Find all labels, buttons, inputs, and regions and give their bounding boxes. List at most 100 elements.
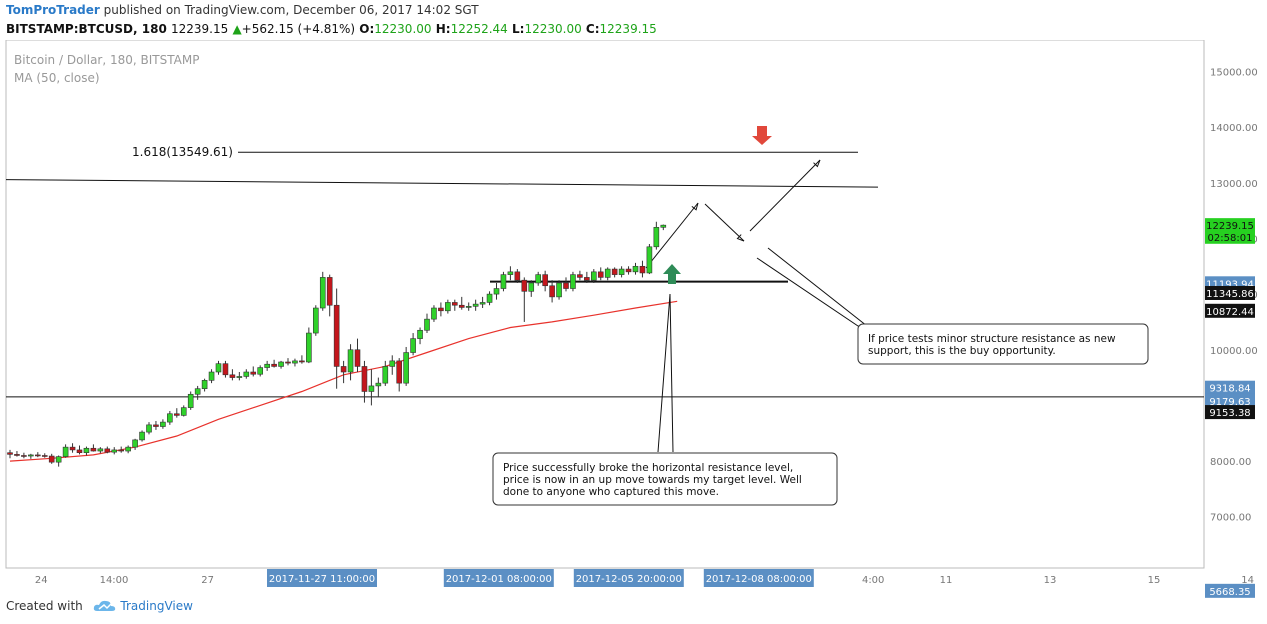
candle-body — [97, 448, 104, 452]
candle — [597, 267, 604, 281]
candle — [146, 422, 152, 435]
candle — [21, 452, 27, 459]
candle-body — [48, 455, 55, 463]
candle — [306, 327, 312, 364]
candle-body — [486, 293, 493, 303]
x-tick-label: 14:00 — [100, 575, 129, 586]
candle-body — [590, 271, 597, 281]
up-arrow-icon: ▲ — [232, 22, 242, 36]
price-chart[interactable]: Bitcoin / Dollar, 180, BITSTAMP MA (50, … — [0, 40, 1267, 600]
x-tick-label: 14 — [1241, 575, 1254, 586]
candle — [493, 282, 500, 300]
candle — [278, 360, 284, 369]
candle — [69, 443, 76, 453]
candle — [83, 446, 90, 456]
price-tag: 9179.63 — [1205, 393, 1255, 408]
annotation-buy-text: support, this is the buy opportunity. — [868, 345, 1056, 357]
high-value: 12252.44 — [450, 22, 508, 36]
candle — [111, 447, 118, 455]
author-link[interactable]: TomProTrader — [6, 3, 100, 17]
candle — [431, 305, 437, 322]
candle-body — [167, 413, 173, 423]
candle-body — [104, 448, 111, 453]
annotation-buy-box — [857, 323, 1149, 365]
candle — [660, 224, 667, 231]
candle — [319, 271, 326, 311]
x-highlight-bg — [703, 569, 814, 587]
candle-body — [375, 382, 382, 387]
projection-arrow-up-head — [691, 202, 699, 211]
legend-title: Bitcoin / Dollar, 180, BITSTAMP — [14, 53, 199, 67]
candle — [48, 453, 55, 464]
candle — [382, 360, 389, 386]
annotation-break-box — [492, 452, 838, 506]
candle — [180, 405, 187, 417]
candle — [14, 451, 20, 457]
annotation-break-text: Price successfully broke the horizontal … — [503, 462, 793, 474]
candle-body — [243, 371, 250, 377]
x-tick-label: 11 — [940, 575, 953, 586]
candle-body — [584, 277, 590, 281]
candle-body — [326, 277, 333, 306]
x-highlight-label: 2017-11-27 11:00:00 — [269, 574, 375, 585]
candle — [257, 365, 264, 377]
candle — [215, 360, 222, 375]
price-tag-label: 10872.44 — [1206, 307, 1254, 318]
candle-body — [139, 431, 145, 441]
candle-body — [542, 274, 548, 287]
candle-body — [125, 446, 131, 452]
tradingview-link[interactable]: TradingView — [120, 599, 193, 613]
candle — [653, 221, 660, 250]
callout-pointer-break — [657, 293, 674, 453]
candle-body — [479, 302, 486, 305]
candle — [458, 296, 465, 310]
price-tag: 02:58:01 — [1205, 229, 1255, 244]
candle — [396, 358, 403, 392]
candle — [389, 355, 396, 375]
candle — [646, 244, 653, 275]
candle-body — [361, 366, 368, 392]
x-tick-label: 15 — [1148, 575, 1161, 586]
y-tick-label: 14000.00 — [1210, 123, 1258, 134]
candle-body — [14, 454, 20, 456]
candle — [618, 266, 625, 278]
price-tag-label: 02:58:01 — [1208, 233, 1253, 244]
candle — [34, 452, 41, 458]
annotation-buy-text: If price tests minor structure resistanc… — [868, 333, 1116, 345]
candle-body — [514, 271, 521, 281]
candle-body — [118, 449, 124, 452]
candle-body — [28, 454, 34, 457]
candle-body — [424, 318, 430, 331]
low-value: 12230.00 — [524, 22, 582, 36]
open-value: 12230.00 — [374, 22, 432, 36]
x-highlight-label: 2017-12-05 20:00:00 — [576, 574, 682, 585]
candle-body — [278, 361, 284, 367]
created-with-label: Created with — [6, 599, 83, 613]
candle-body — [597, 271, 604, 278]
candle — [500, 271, 507, 292]
x-highlight: 2017-12-05 20:00:00 — [573, 569, 684, 587]
candle — [347, 344, 354, 381]
candle-body — [403, 352, 409, 384]
x-highlight: 2017-12-01 08:00:00 — [443, 569, 554, 587]
projection-arrow-target — [749, 159, 821, 232]
trend-drawings: 1.618(13549.61) — [5, 126, 1204, 398]
candle-body — [21, 455, 27, 457]
candle — [403, 346, 409, 386]
publish-header: TomProTrader published on TradingView.co… — [6, 3, 479, 17]
candle — [97, 447, 104, 454]
x-axis-highlights: 2017-11-27 11:00:00 2017-12-01 08:00:00 20… — [267, 569, 814, 587]
price-tag: 5668.35 — [1205, 583, 1255, 598]
candle — [222, 360, 229, 378]
y-tick-label: 7000.00 — [1210, 513, 1251, 524]
candle — [264, 360, 270, 371]
candle — [590, 269, 597, 283]
candle — [549, 280, 555, 303]
candle — [76, 445, 83, 455]
candle-body — [556, 282, 562, 298]
rising-trendline — [5, 179, 879, 188]
candle — [285, 358, 291, 366]
candle-body — [229, 374, 236, 378]
price-tag-label: 9153.38 — [1209, 408, 1250, 419]
